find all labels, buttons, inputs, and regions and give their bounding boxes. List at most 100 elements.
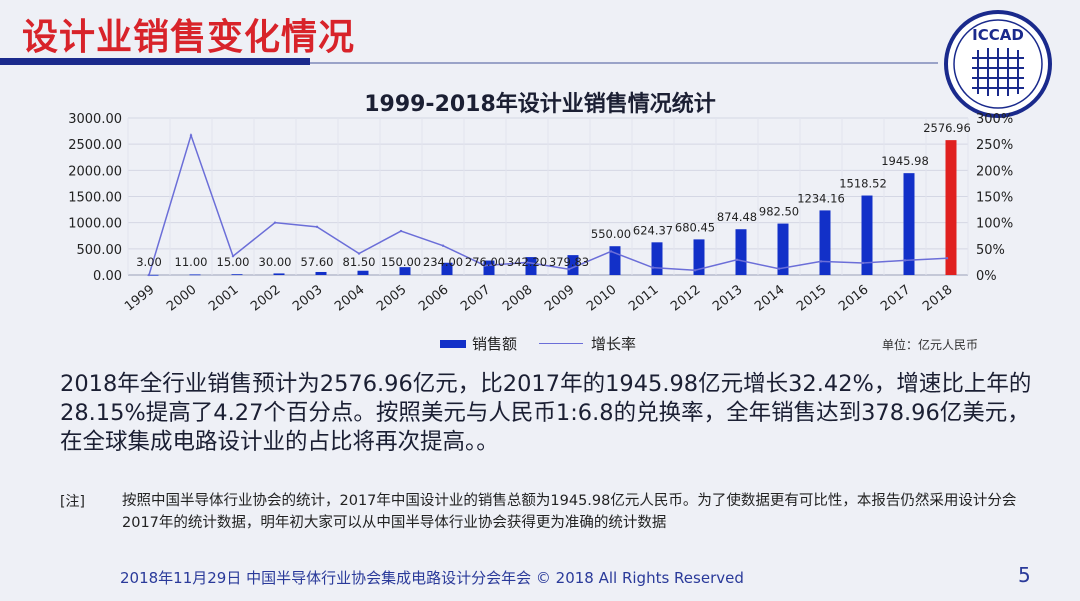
y-left-tick-label: 500.00 bbox=[77, 243, 123, 258]
data-label: 680.45 bbox=[675, 220, 715, 234]
data-label: 379.83 bbox=[549, 255, 589, 269]
growth-point bbox=[651, 266, 655, 269]
x-tick-label: 2017 bbox=[878, 282, 913, 314]
growth-point bbox=[861, 261, 865, 265]
bar bbox=[399, 267, 411, 275]
data-label: 57.60 bbox=[301, 255, 334, 269]
y-right-tick-label: 250% bbox=[976, 138, 1013, 153]
chart-legend: 销售额 增长率 bbox=[440, 333, 636, 354]
growth-point bbox=[315, 225, 319, 229]
y-left-tick-label: 3000.00 bbox=[68, 112, 122, 127]
data-label: 624.37 bbox=[633, 223, 673, 237]
y-right-tick-label: 300% bbox=[976, 112, 1013, 127]
bar bbox=[819, 210, 831, 275]
bar bbox=[231, 274, 243, 276]
x-tick-label: 2000 bbox=[164, 282, 199, 314]
title-rule-thin bbox=[310, 62, 938, 64]
bar bbox=[441, 262, 453, 275]
data-label: 150.00 bbox=[381, 255, 421, 269]
bar bbox=[189, 274, 201, 276]
growth-point bbox=[777, 267, 781, 270]
slide-title: 设计业销售变化情况 bbox=[22, 17, 356, 58]
logo-text: ICCAD bbox=[972, 26, 1024, 44]
bar bbox=[273, 273, 285, 275]
legend-swatch-bar bbox=[440, 339, 466, 348]
y-right-tick-label: 0% bbox=[976, 269, 997, 284]
bar bbox=[777, 223, 789, 275]
growth-point bbox=[819, 260, 823, 263]
y-right-tick-label: 150% bbox=[976, 191, 1013, 206]
y-right-tick-label: 50% bbox=[976, 243, 1005, 258]
data-label: 1234.16 bbox=[797, 191, 845, 205]
x-tick-label: 2006 bbox=[416, 282, 451, 314]
growth-point bbox=[231, 254, 235, 258]
data-label: 342.20 bbox=[507, 255, 547, 269]
y-left-tick-label: 1500.00 bbox=[68, 191, 122, 206]
x-tick-label: 2016 bbox=[836, 282, 871, 314]
x-tick-label: 2018 bbox=[920, 282, 955, 314]
y-right-tick-label: 100% bbox=[976, 217, 1013, 232]
data-label: 15.00 bbox=[217, 255, 250, 269]
page-number: 5 bbox=[1018, 563, 1031, 587]
body-text: 2018年全行业销售预计为2576.96亿元，比2017年的1945.98亿元增… bbox=[60, 371, 1032, 455]
bar bbox=[693, 239, 705, 275]
bar bbox=[357, 270, 369, 275]
legend-label-sales: 销售额 bbox=[472, 335, 518, 353]
data-label: 1518.52 bbox=[839, 177, 887, 191]
data-label: 11.00 bbox=[175, 255, 208, 269]
x-tick-label: 2009 bbox=[542, 282, 577, 314]
x-tick-label: 2014 bbox=[752, 282, 787, 314]
sales-chart: 0.00 0% 500.00 50% 1000.00 100% 1500.00 150% 200… bbox=[68, 112, 1013, 315]
legend-label-growth: 增长率 bbox=[591, 335, 637, 353]
note-text: 按照中国半导体行业协会的统计，2017年中国设计业的销售总额为1945.98亿元… bbox=[122, 493, 1017, 531]
chart-title: 1999-2018年设计业销售情况统计 bbox=[364, 92, 716, 117]
title-rule bbox=[0, 58, 310, 65]
y-left-tick-label: 1000.00 bbox=[68, 217, 122, 232]
y-right-tick-label: 200% bbox=[976, 164, 1013, 179]
data-label: 1945.98 bbox=[881, 154, 929, 168]
bar bbox=[735, 229, 747, 275]
bar bbox=[525, 257, 537, 275]
x-tick-label: 2001 bbox=[206, 282, 241, 314]
data-label: 234.00 bbox=[423, 255, 463, 269]
growth-line bbox=[148, 132, 948, 276]
bar bbox=[147, 274, 159, 276]
data-label: 982.50 bbox=[759, 205, 799, 219]
bar bbox=[903, 173, 915, 275]
x-tick-label: 2008 bbox=[500, 282, 535, 314]
data-label: 30.00 bbox=[259, 255, 292, 269]
unit-label: 单位：亿元人民币 bbox=[882, 338, 979, 352]
growth-point bbox=[693, 269, 697, 272]
data-label: 3.00 bbox=[136, 255, 162, 269]
growth-point bbox=[525, 261, 529, 264]
x-tick-label: 2007 bbox=[458, 282, 493, 314]
bar bbox=[609, 246, 621, 275]
iccad-logo: ICCAD bbox=[944, 10, 1052, 118]
growth-point bbox=[945, 257, 949, 260]
x-tick-label: 2002 bbox=[248, 282, 283, 314]
bar bbox=[315, 271, 327, 275]
growth-point bbox=[273, 221, 277, 224]
growth-point bbox=[147, 273, 151, 277]
growth-point bbox=[357, 252, 361, 255]
x-tick-label: 2015 bbox=[794, 282, 829, 314]
data-label: 276.00 bbox=[465, 255, 505, 269]
growth-point bbox=[441, 244, 445, 247]
data-label: 81.50 bbox=[343, 255, 376, 269]
growth-point bbox=[609, 250, 613, 253]
bar bbox=[651, 242, 663, 275]
y-left-tick-label: 0.00 bbox=[93, 269, 122, 284]
growth-point bbox=[483, 264, 487, 267]
bar bbox=[567, 255, 579, 275]
growth-point bbox=[567, 268, 571, 271]
bar bbox=[861, 195, 873, 275]
legend-swatch-line bbox=[539, 342, 584, 345]
note-label: [注] bbox=[60, 494, 85, 510]
y-left-tick-label: 2000.00 bbox=[68, 164, 122, 179]
data-label: 550.00 bbox=[591, 227, 631, 241]
footer: 2018年11月29日 中国半导体行业协会集成电路设计分会年会 © 2018 A… bbox=[120, 569, 744, 587]
x-tick-label: 2011 bbox=[626, 282, 661, 314]
x-tick-label: 2013 bbox=[710, 282, 745, 314]
x-tick-label: 2004 bbox=[332, 282, 367, 314]
x-tick-label: 2010 bbox=[584, 282, 619, 314]
